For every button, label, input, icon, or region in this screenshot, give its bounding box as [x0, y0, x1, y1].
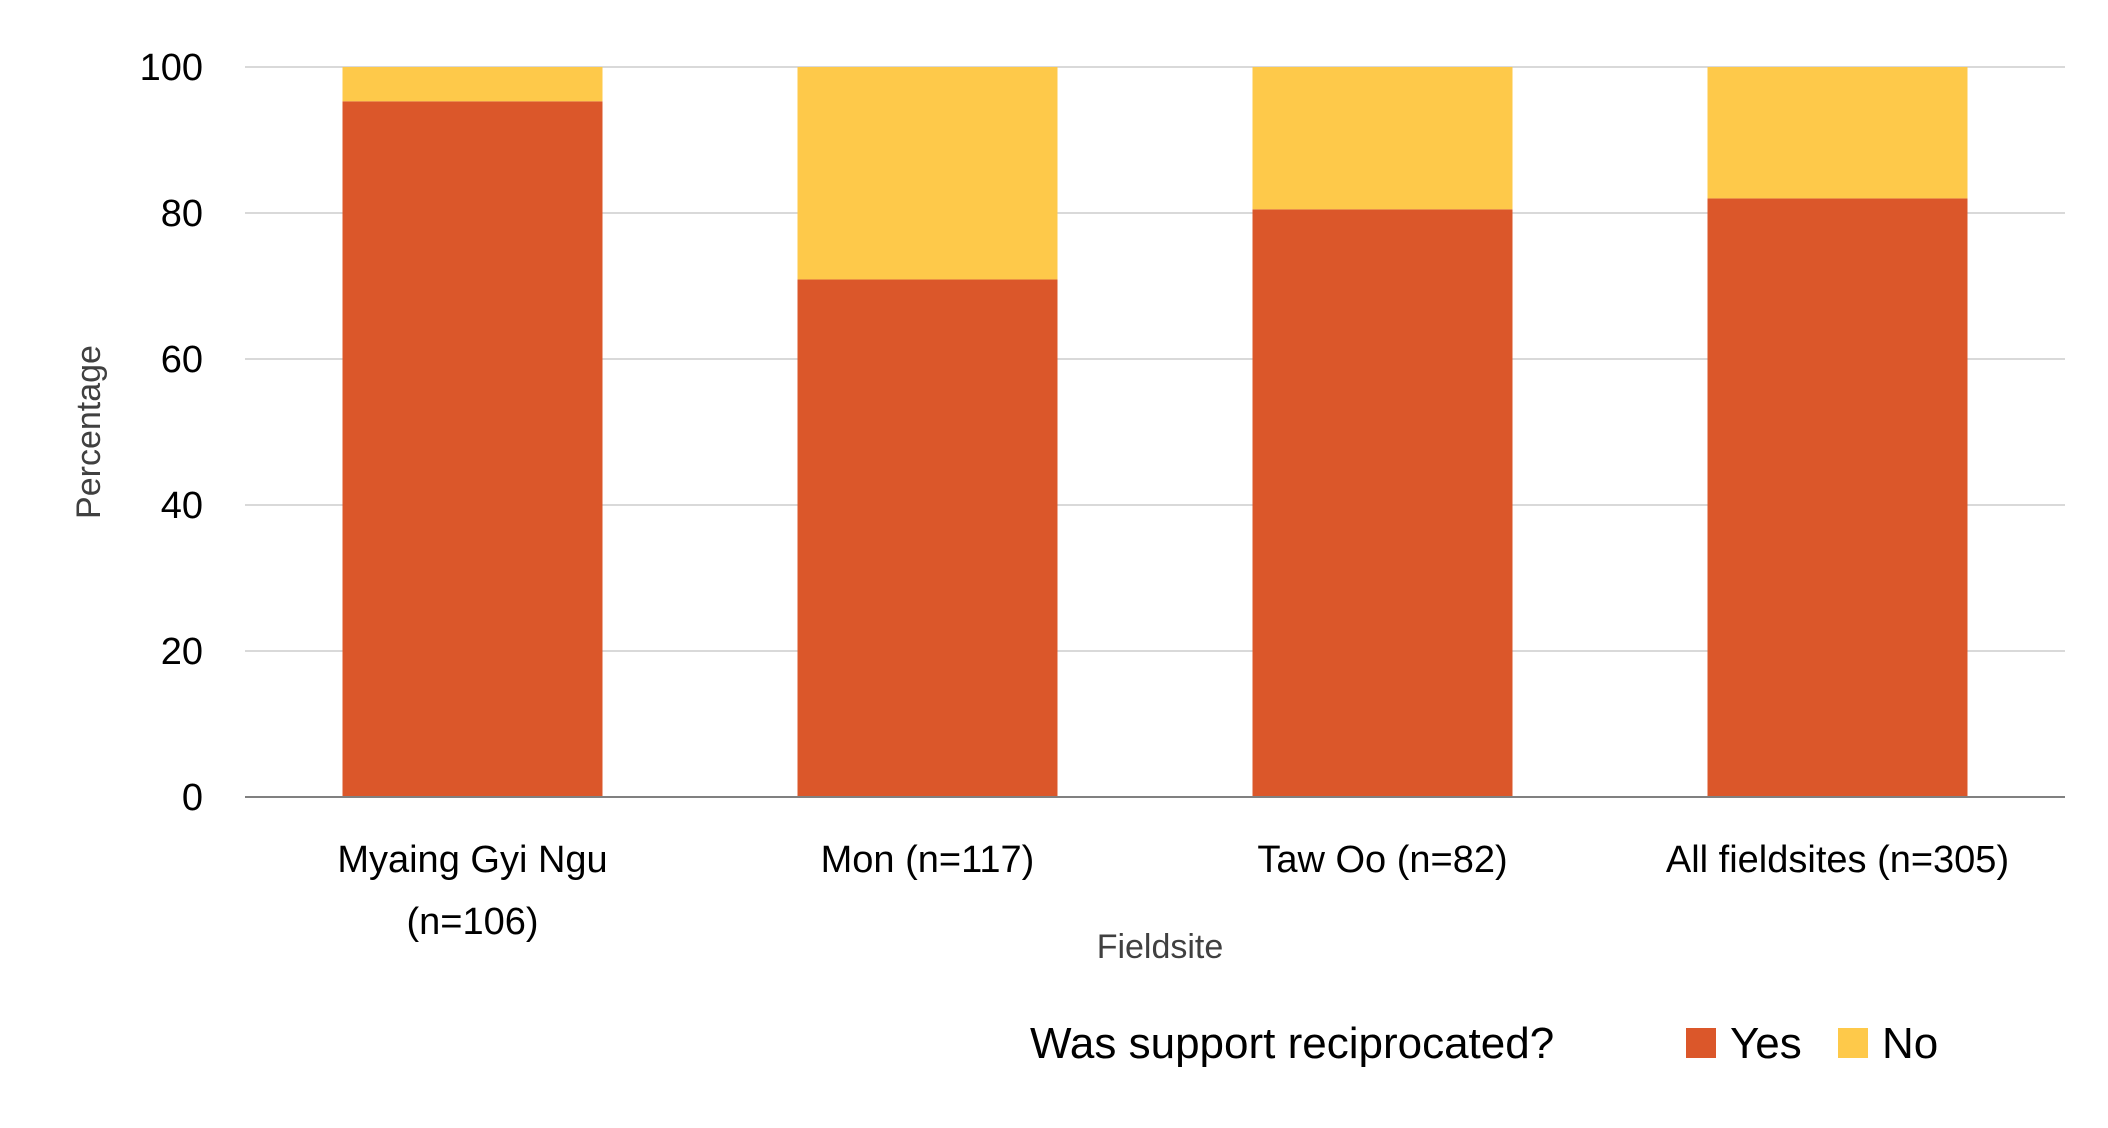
legend-label-yes: Yes [1730, 1019, 1802, 1068]
bar-segment-no [1252, 67, 1513, 210]
bar-segment-yes [797, 279, 1058, 797]
y-tick-label: 40 [161, 485, 203, 527]
y-axis-title: Percentage [70, 345, 108, 519]
x-category-label: Taw Oo (n=82) [1257, 839, 1507, 881]
bar-segment-no [1707, 67, 1968, 199]
bars [342, 67, 1968, 798]
legend-title: Was support reciprocated? [1030, 1019, 1554, 1068]
y-tick-label: 100 [140, 47, 203, 89]
bar-segment-no [797, 67, 1058, 280]
x-category-label: Myaing Gyi Ngu [337, 839, 607, 881]
legend-label-no: No [1882, 1019, 1938, 1068]
legend: Was support reciprocated? Yes No [1030, 1019, 1938, 1068]
y-tick-label: 60 [161, 339, 203, 381]
bar-segment-no [342, 67, 603, 102]
legend-swatch-no [1838, 1028, 1868, 1058]
x-axis-title: Fieldsite [1097, 928, 1224, 966]
y-tick-labels: 0 20 40 60 80 100 [140, 47, 203, 819]
y-tick-label: 0 [182, 777, 203, 819]
y-tick-label: 20 [161, 631, 203, 673]
bar-segment-yes [1252, 209, 1513, 798]
bar-segment-yes [1707, 198, 1968, 797]
legend-items: Yes No [1686, 1019, 1938, 1068]
x-category-label: All fieldsites (n=305) [1666, 839, 2009, 881]
y-tick-label: 80 [161, 193, 203, 235]
x-category-label: Mon (n=117) [821, 839, 1035, 881]
bar-segment-yes [342, 101, 603, 797]
x-category-labels: Myaing Gyi Ngu (n=106) Mon (n=117) Taw Oo (… [337, 839, 2009, 943]
x-category-label: (n=106) [406, 901, 538, 943]
legend-swatch-yes [1686, 1028, 1716, 1058]
